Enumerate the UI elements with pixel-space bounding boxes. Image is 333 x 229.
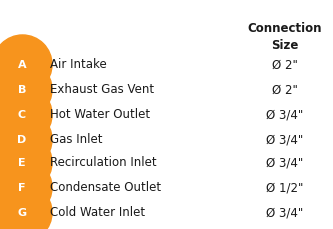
Point: [19, 138, 25, 141]
Text: Ø 1/2": Ø 1/2": [266, 181, 304, 194]
Text: B: B: [18, 85, 26, 95]
Text: C: C: [18, 109, 26, 120]
Text: Ø 2": Ø 2": [272, 83, 298, 96]
Text: Ø 3/4": Ø 3/4": [266, 206, 304, 218]
Text: Recirculation Inlet: Recirculation Inlet: [50, 156, 157, 169]
Point: [19, 210, 25, 214]
Text: E: E: [18, 157, 26, 167]
Text: Ø 2": Ø 2": [272, 58, 298, 71]
Point: [19, 113, 25, 116]
Text: G: G: [17, 207, 27, 217]
Point: [19, 161, 25, 164]
Text: D: D: [17, 134, 27, 144]
Text: Hot Water Outlet: Hot Water Outlet: [50, 108, 150, 121]
Text: Ø 3/4": Ø 3/4": [266, 133, 304, 146]
Point: [19, 88, 25, 91]
Text: Condensate Outlet: Condensate Outlet: [50, 181, 161, 194]
Text: F: F: [18, 182, 26, 192]
Point: [19, 185, 25, 189]
Point: [19, 63, 25, 67]
Text: A: A: [18, 60, 26, 70]
Text: Exhaust Gas Vent: Exhaust Gas Vent: [50, 83, 154, 96]
Text: Air Intake: Air Intake: [50, 58, 107, 71]
Text: Ø 3/4": Ø 3/4": [266, 156, 304, 169]
Text: Gas Inlet: Gas Inlet: [50, 133, 103, 146]
Text: Connection
Size: Connection Size: [248, 22, 322, 52]
Text: Ø 3/4": Ø 3/4": [266, 108, 304, 121]
Text: Cold Water Inlet: Cold Water Inlet: [50, 206, 145, 218]
